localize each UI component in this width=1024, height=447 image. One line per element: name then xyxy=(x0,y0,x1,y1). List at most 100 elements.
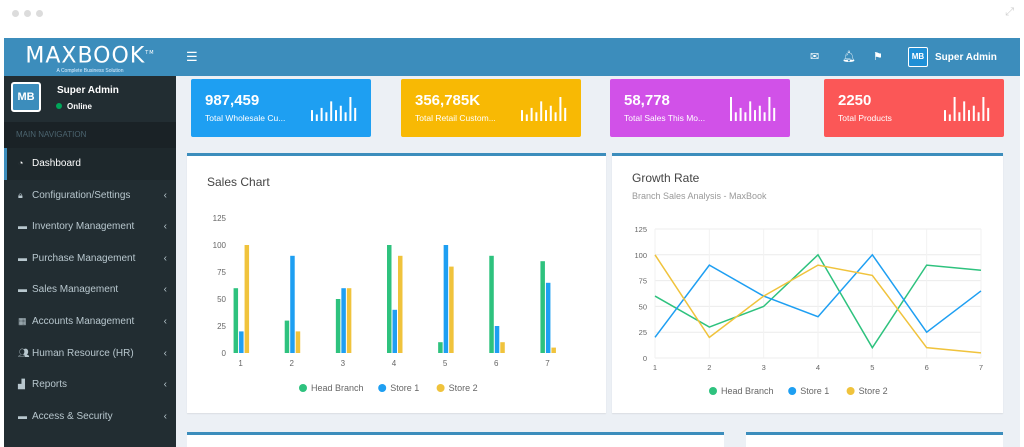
logo[interactable]: MAXBOOKTM A Complete Business Solution xyxy=(4,38,176,76)
sparkline-bar xyxy=(749,101,752,121)
sidebar-item-human-resource-hr[interactable]: 👥︎ Human Resource (HR) ‹ xyxy=(4,338,176,370)
expand-icon[interactable]: ⤢ xyxy=(1005,6,1014,18)
dashboard-icon: ◔ xyxy=(18,158,24,168)
sparkline-bar xyxy=(763,112,766,121)
calculator-icon: ▦ xyxy=(18,315,27,326)
chevron-left-icon: ‹ xyxy=(163,410,167,422)
user-name: Super Admin xyxy=(57,85,119,96)
sidebar-item-dashboard[interactable]: ◔ Dashboard xyxy=(4,148,176,180)
sparkline-bar xyxy=(521,110,523,121)
bar xyxy=(335,299,341,353)
y-tick-label: 75 xyxy=(639,277,647,286)
bar-chart-icon: ▟ xyxy=(18,379,25,390)
mail-icon[interactable]: ✉ xyxy=(810,51,820,63)
bell-icon[interactable]: 🔔︎ xyxy=(842,51,856,63)
legend-label: Store 1 xyxy=(390,383,419,393)
card-title: Growth Rate xyxy=(632,171,700,185)
x-tick-label: 3 xyxy=(341,359,346,368)
sparkline-bar xyxy=(530,107,533,121)
x-tick-label: 4 xyxy=(392,359,397,368)
chevron-left-icon: ‹ xyxy=(163,189,167,201)
lock-icon: 🔒︎ xyxy=(18,189,23,200)
sparkline-bar xyxy=(773,107,776,121)
sidebar-item-purchase-management[interactable]: ▬ Purchase Management ‹ xyxy=(4,243,176,275)
x-tick-label: 6 xyxy=(494,359,499,368)
sidebar-item-inventory-management[interactable]: ▬ Inventory Management ‹ xyxy=(4,211,176,243)
x-tick-label: 5 xyxy=(870,363,874,372)
sparkline xyxy=(730,97,776,121)
sidebar-item-sales-management[interactable]: ▬ Sales Management ‹ xyxy=(4,274,176,306)
topbar: ☰ ✉ 🔔︎ ⚑ MB Super Admin xyxy=(176,38,1020,76)
y-tick-label: 25 xyxy=(217,322,226,331)
window-dot xyxy=(36,10,43,17)
stat-value: 987,459 xyxy=(205,92,260,109)
sidebar-item-reports[interactable]: ▟ Reports ‹ xyxy=(4,369,176,401)
bar xyxy=(346,288,352,353)
legend-swatch xyxy=(846,387,855,395)
sparkline-bar xyxy=(311,110,313,121)
sparkline-bar xyxy=(944,110,946,121)
stat-label: Total Sales This Mo... xyxy=(624,113,706,123)
bar xyxy=(540,261,545,353)
flag-icon[interactable]: ⚑ xyxy=(873,51,883,63)
legend-label: Store 2 xyxy=(449,383,478,393)
stat-box[interactable]: 987,459 Total Wholesale Cu... xyxy=(191,79,371,137)
sparkline xyxy=(944,97,990,121)
chevron-left-icon: ‹ xyxy=(163,315,167,327)
chevron-left-icon: ‹ xyxy=(163,221,167,233)
menu-toggle-icon[interactable]: ☰ xyxy=(186,49,198,64)
stat-value: 58,778 xyxy=(624,92,670,109)
legend-swatch xyxy=(378,384,387,392)
y-tick-label: 100 xyxy=(213,241,227,250)
window-dot xyxy=(24,10,31,17)
y-tick-label: 75 xyxy=(217,268,226,277)
users-icon: 👥︎ xyxy=(18,347,30,358)
chevron-left-icon: ‹ xyxy=(163,347,167,359)
sales-chart: 0 25 50 75 100 125 1 2 3 4 5 6 7 Head Branch Store 1 St… xyxy=(213,214,556,393)
sidebar-item-configuration-settings[interactable]: 🔒︎ Configuration/Settings ‹ xyxy=(4,180,176,212)
topbar-user-name[interactable]: Super Admin xyxy=(935,52,997,63)
sparkline-bar xyxy=(968,110,970,121)
sparkline-bar xyxy=(730,97,732,121)
sidebar-item-accounts-management[interactable]: ▦ Accounts Management ‹ xyxy=(4,306,176,338)
stat-box[interactable]: 2250 Total Products xyxy=(824,79,1004,137)
x-tick-label: 2 xyxy=(707,363,711,372)
x-tick-label: 7 xyxy=(545,359,550,368)
avatar: MB xyxy=(11,82,41,112)
sparkline-bar xyxy=(963,101,966,121)
legend-label: Store 1 xyxy=(800,386,829,396)
legend-swatch xyxy=(436,384,445,392)
stat-box[interactable]: 58,778 Total Sales This Mo... xyxy=(610,79,790,137)
brand-name: MAXBOOK xyxy=(25,43,146,69)
bottom-card xyxy=(187,432,724,447)
sidebar-item-access-security[interactable]: ▬ Access & Security ‹ xyxy=(4,401,176,433)
bar xyxy=(494,326,500,353)
sparkline-bar xyxy=(953,97,956,121)
sparkline-bar xyxy=(545,110,547,121)
bar xyxy=(545,282,551,353)
sparkline-bar xyxy=(754,110,756,121)
book-icon: ▬ xyxy=(18,410,27,421)
sparkline-bar xyxy=(354,107,357,121)
bar xyxy=(500,342,505,353)
x-tick-label: 6 xyxy=(925,363,929,372)
sparkline-bar xyxy=(320,107,323,121)
sidebar-item-label: Reports xyxy=(32,379,68,391)
sparkline-bar xyxy=(739,107,742,121)
sparkline-bar xyxy=(315,114,318,121)
x-tick-label: 3 xyxy=(762,363,766,372)
avatar[interactable]: MB xyxy=(908,47,928,67)
bar xyxy=(392,309,397,353)
user-status: Online xyxy=(56,102,92,111)
stat-box[interactable]: 356,785K Total Retail Custom... xyxy=(401,79,581,137)
sidebar-item-label: Inventory Management xyxy=(32,221,135,233)
sparkline-bar xyxy=(349,97,352,121)
legend-swatch xyxy=(709,387,717,395)
legend-swatch xyxy=(299,384,307,392)
sparkline xyxy=(311,97,357,121)
sidebar-item-label: Configuration/Settings xyxy=(32,189,131,201)
bar xyxy=(449,266,454,353)
book-icon: ▬ xyxy=(18,252,27,263)
sparkline-bar xyxy=(540,101,543,121)
bar xyxy=(489,255,494,353)
